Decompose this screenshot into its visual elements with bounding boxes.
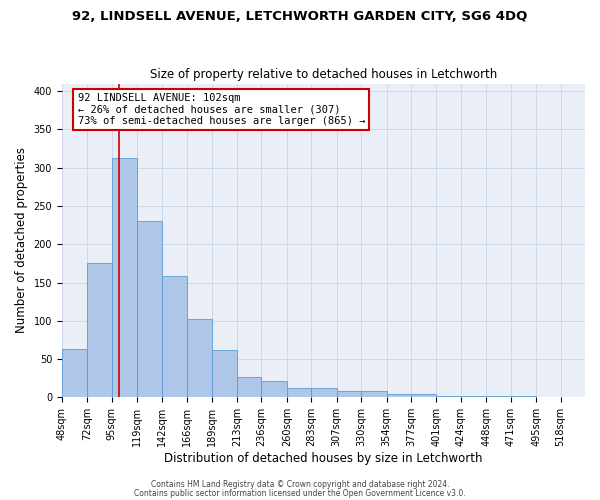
X-axis label: Distribution of detached houses by size in Letchworth: Distribution of detached houses by size …	[164, 452, 483, 465]
Bar	[62, 349, 88, 398]
Text: 92 LINDSELL AVENUE: 102sqm
← 26% of detached houses are smaller (307)
73% of sem: 92 LINDSELL AVENUE: 102sqm ← 26% of deta…	[77, 93, 365, 126]
Title: Size of property relative to detached houses in Letchworth: Size of property relative to detached ho…	[150, 68, 497, 81]
Bar	[361, 391, 386, 398]
Bar	[411, 394, 436, 398]
Bar	[161, 276, 187, 398]
Text: Contains HM Land Registry data © Crown copyright and database right 2024.: Contains HM Land Registry data © Crown c…	[151, 480, 449, 489]
Bar	[311, 388, 337, 398]
Bar	[287, 388, 311, 398]
Bar	[386, 394, 411, 398]
Bar	[112, 158, 137, 398]
Text: Contains public sector information licensed under the Open Government Licence v3: Contains public sector information licen…	[134, 488, 466, 498]
Bar	[536, 396, 560, 398]
Bar	[237, 378, 262, 398]
Bar	[487, 396, 511, 398]
Text: 92, LINDSELL AVENUE, LETCHWORTH GARDEN CITY, SG6 4DQ: 92, LINDSELL AVENUE, LETCHWORTH GARDEN C…	[73, 10, 527, 23]
Bar	[461, 396, 487, 398]
Bar	[337, 391, 361, 398]
Bar	[436, 396, 461, 398]
Bar	[212, 350, 237, 398]
Y-axis label: Number of detached properties: Number of detached properties	[15, 148, 28, 334]
Bar	[262, 380, 287, 398]
Bar	[187, 318, 212, 398]
Bar	[88, 264, 112, 398]
Bar	[511, 396, 536, 398]
Bar	[137, 220, 161, 398]
